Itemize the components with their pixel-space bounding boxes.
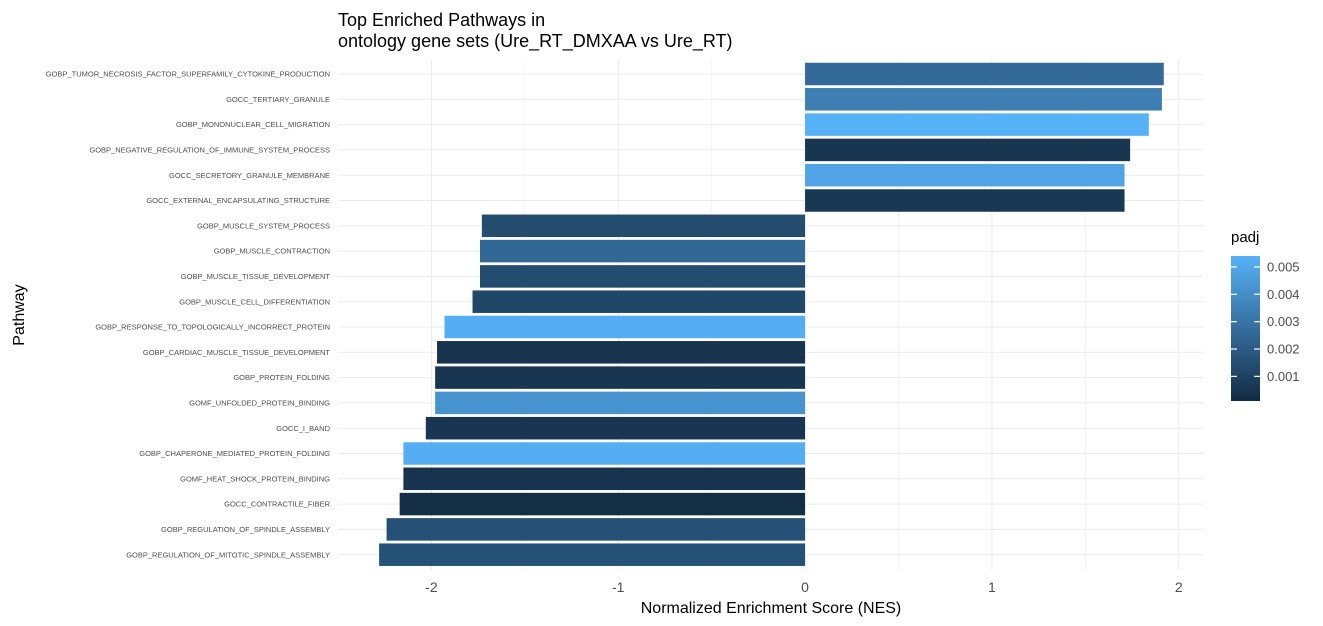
padj-legend: padj 0.001 0.002 0.003 0.004 0.005 xyxy=(1231,229,1300,401)
bar xyxy=(403,467,806,491)
x-tick-label: -2 xyxy=(425,579,438,595)
pathway-label: GOBP_REGULATION_OF_SPINDLE_ASSEMBLY xyxy=(161,525,330,534)
pathway-label: GOBP_CHAPERONE_MEDIATED_PROTEIN_FOLDING xyxy=(139,449,330,458)
x-tick-label: -1 xyxy=(612,579,625,595)
pathway-label: GOBP_MUSCLE_SYSTEM_PROCESS xyxy=(197,221,330,230)
x-tick-label: 2 xyxy=(1175,579,1183,595)
bar xyxy=(805,62,1164,86)
bar xyxy=(481,214,806,238)
pathway-label: GOCC_CONTRACTILE_FIBER xyxy=(224,500,330,509)
bar xyxy=(479,239,806,263)
x-tick-label: 0 xyxy=(801,579,809,595)
legend-tick-label: 0.001 xyxy=(1267,369,1300,384)
bar xyxy=(805,113,1149,136)
bar xyxy=(479,265,806,288)
bar xyxy=(425,416,806,440)
pathway-label: GOBP_REGULATION_OF_MITOTIC_SPINDLE_ASSEM… xyxy=(126,550,330,559)
bar xyxy=(435,391,806,415)
pathway-label: GOCC_I_BAND xyxy=(276,424,330,433)
legend-tick-label: 0.002 xyxy=(1267,342,1300,357)
legend-ticks: 0.001 0.002 0.003 0.004 0.005 xyxy=(1231,259,1300,384)
bar xyxy=(379,543,806,566)
pathway-label: GOBP_NEGATIVE_REGULATION_OF_IMMUNE_SYSTE… xyxy=(89,146,330,155)
pathway-label: GOMF_UNFOLDED_PROTEIN_BINDING xyxy=(189,399,330,408)
pathway-label: GOBP_MUSCLE_CONTRACTION xyxy=(214,247,330,256)
chart-subtitle: ontology gene sets (Ure_RT_DMXAA vs Ure_… xyxy=(338,31,733,52)
pathway-label: GOBP_PROTEIN_FOLDING xyxy=(233,373,330,382)
pathway-label: GOCC_EXTERNAL_ENCAPSULATING_STRUCTURE xyxy=(146,196,330,205)
x-axis-title: Normalized Enrichment Score (NES) xyxy=(641,600,902,617)
pathway-label: GOBP_CARDIAC_MUSCLE_TISSUE_DEVELOPMENT xyxy=(143,348,331,357)
bar xyxy=(805,88,1162,111)
bar xyxy=(386,518,806,541)
chart-title: Top Enriched Pathways in xyxy=(338,10,545,30)
bar xyxy=(403,442,806,465)
pathway-label: GOBP_RESPONSE_TO_TOPOLOGICALLY_INCORRECT… xyxy=(95,323,330,332)
pathway-label: GOCC_TERTIARY_GRANULE xyxy=(226,95,330,104)
bar xyxy=(805,189,1125,212)
legend-title: padj xyxy=(1231,229,1259,246)
bar xyxy=(805,138,1131,162)
bar xyxy=(399,492,806,516)
x-tick-labels: -2 -1 0 1 2 xyxy=(425,579,1183,595)
bar xyxy=(472,290,806,313)
bars xyxy=(379,62,1164,566)
bar xyxy=(437,341,806,364)
legend-colorbar xyxy=(1231,256,1260,401)
legend-tick-label: 0.005 xyxy=(1267,259,1300,274)
pathway-label: GOBP_MUSCLE_CELL_DIFFERENTIATION xyxy=(179,297,330,306)
pathway-labels: GOBP_TUMOR_NECROSIS_FACTOR_SUPERFAMILY_C… xyxy=(46,70,331,560)
pathway-label: GOBP_MUSCLE_TISSUE_DEVELOPMENT xyxy=(181,272,331,281)
legend-tick-label: 0.004 xyxy=(1267,287,1300,302)
pathway-label: GOBP_MONONUCLEAR_CELL_MIGRATION xyxy=(176,120,330,129)
x-tick-label: 1 xyxy=(988,579,996,595)
bar xyxy=(444,315,806,339)
legend-tick-label: 0.003 xyxy=(1267,314,1300,329)
bar xyxy=(435,366,806,389)
pathway-label: GOMF_HEAT_SHOCK_PROTEIN_BINDING xyxy=(180,474,330,483)
pathway-label: GOCC_SECRETORY_GRANULE_MEMBRANE xyxy=(169,171,330,180)
bar xyxy=(805,163,1125,187)
pathway-label: GOBP_TUMOR_NECROSIS_FACTOR_SUPERFAMILY_C… xyxy=(46,70,330,79)
y-axis-title: Pathway xyxy=(11,284,28,345)
